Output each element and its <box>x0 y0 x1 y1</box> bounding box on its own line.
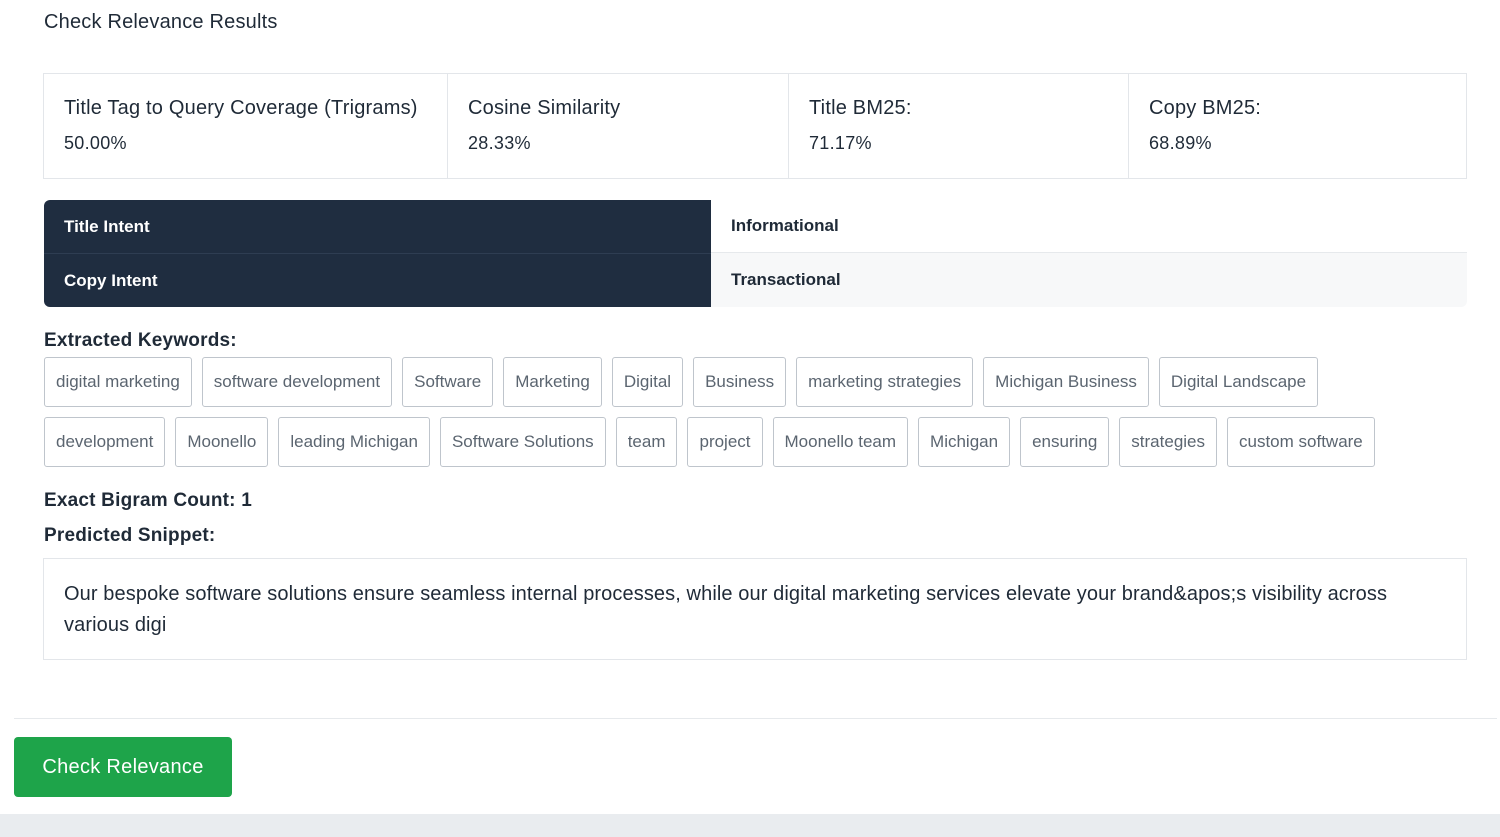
keyword-tag: Business <box>693 357 787 407</box>
keyword-tag: digital marketing <box>44 357 192 407</box>
keyword-tag: Michigan <box>918 417 1011 467</box>
metric-label: Title BM25: <box>809 97 912 119</box>
metric-label: Cosine Similarity <box>468 97 621 119</box>
keyword-tag: Digital <box>611 357 684 407</box>
keyword-tag: Digital Landscape <box>1158 357 1319 407</box>
snippet-label: Predicted Snippet: <box>44 525 216 546</box>
metric-value: 68.89% <box>1149 133 1212 153</box>
intent-table: Title Intent Informational Copy Intent T… <box>44 200 1467 307</box>
keyword-tag: development <box>44 417 166 467</box>
metrics-panel: Title Tag to Query Coverage (Trigrams) 5… <box>43 73 1467 179</box>
keyword-list: digital marketing software development Sof… <box>44 357 1484 477</box>
metric-copy-bm25: Copy BM25: 68.89% <box>1129 74 1466 178</box>
intent-row-title: Title Intent Informational <box>44 200 1467 253</box>
keyword-tag: Marketing <box>503 357 602 407</box>
keyword-tag: Software <box>402 357 494 407</box>
metric-value: 50.00% <box>64 133 127 153</box>
metric-title-bm25: Title BM25: 71.17% <box>789 74 1129 178</box>
metric-label: Copy BM25: <box>1149 97 1262 119</box>
keywords-label: Extracted Keywords: <box>44 330 237 351</box>
intent-key: Copy Intent <box>44 253 711 307</box>
intent-row-copy: Copy Intent Transactional <box>44 253 1467 307</box>
keyword-tag: ensuring <box>1020 417 1110 467</box>
check-relevance-button[interactable]: Check Relevance <box>14 737 232 797</box>
metric-label: Title Tag to Query Coverage (Trigrams) <box>64 97 418 119</box>
keyword-tag: project <box>687 417 763 467</box>
results-title: Check Relevance Results <box>44 11 278 33</box>
keyword-tag: software development <box>201 357 393 407</box>
metric-trigram-coverage: Title Tag to Query Coverage (Trigrams) 5… <box>44 74 448 178</box>
keyword-tag: custom software <box>1227 417 1375 467</box>
intent-value: Transactional <box>711 253 1467 307</box>
footer-band <box>0 814 1500 837</box>
intent-key: Title Intent <box>44 200 711 253</box>
divider <box>14 718 1497 719</box>
metric-value: 28.33% <box>468 133 531 153</box>
metric-cosine-similarity: Cosine Similarity 28.33% <box>448 74 789 178</box>
keyword-row: development Moonello leading Michigan Softw… <box>44 417 1484 467</box>
bigram-count: Exact Bigram Count: 1 <box>44 490 252 511</box>
keyword-tag: Michigan Business <box>983 357 1149 407</box>
metric-value: 71.17% <box>809 133 872 153</box>
keyword-row: digital marketing software development Sof… <box>44 357 1484 407</box>
keyword-tag: team <box>615 417 678 467</box>
keyword-tag: marketing strategies <box>796 357 974 407</box>
predicted-snippet: Our bespoke software solutions ensure se… <box>43 558 1467 660</box>
keyword-tag: Moonello <box>175 417 269 467</box>
intent-value: Informational <box>711 200 1467 253</box>
keyword-tag: leading Michigan <box>278 417 430 467</box>
keyword-tag: strategies <box>1119 417 1217 467</box>
keyword-tag: Moonello team <box>772 417 909 467</box>
keyword-tag: Software Solutions <box>439 417 606 467</box>
